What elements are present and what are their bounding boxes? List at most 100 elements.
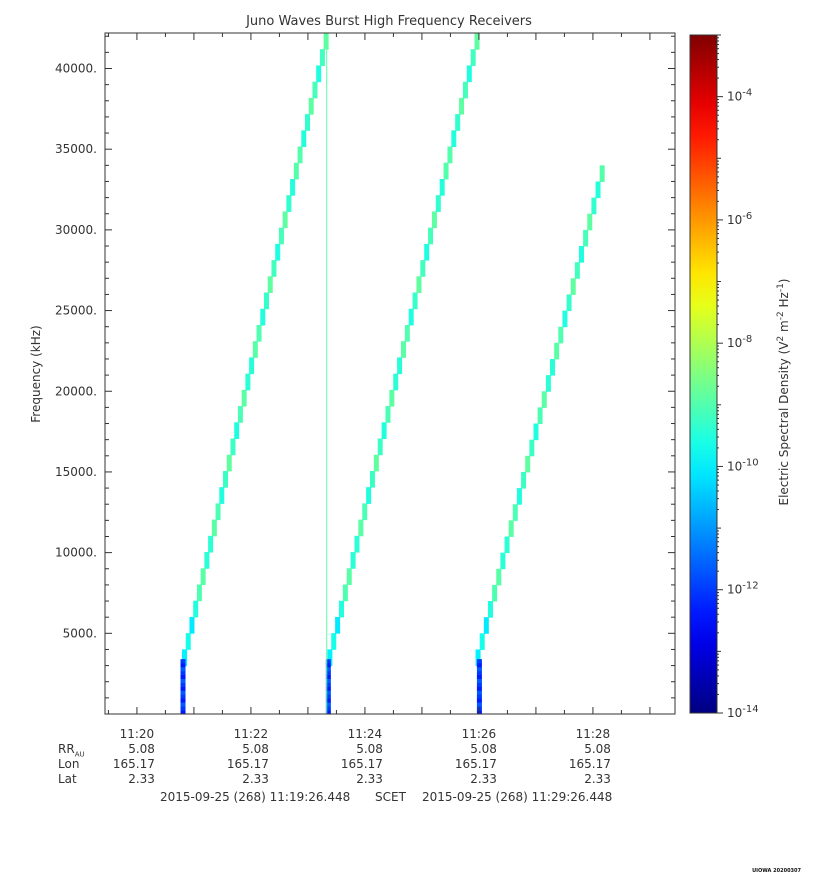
- sweep-step: [508, 520, 514, 537]
- sweep-step: [358, 519, 364, 537]
- sweep-step: [308, 97, 314, 115]
- burst-cell: [325, 710, 331, 715]
- sweep-step: [338, 600, 344, 618]
- low-freq-burst-1: [180, 659, 186, 715]
- colorbar-tick-label: 10-6: [727, 211, 752, 227]
- plot-frame: [104, 32, 676, 715]
- sweep-step: [451, 130, 457, 148]
- burst-cell: [325, 670, 331, 676]
- sweep-step: [182, 649, 188, 667]
- plot-area: [104, 32, 676, 715]
- sweep-3: [475, 165, 605, 667]
- burst-cell: [476, 694, 482, 699]
- burst-cell: [476, 663, 482, 668]
- x-tick-label: 11:20: [120, 727, 155, 741]
- sweep-step: [521, 471, 527, 489]
- sweep-step: [466, 65, 472, 83]
- sweep-step: [226, 454, 232, 472]
- sweep-step: [537, 407, 543, 425]
- sweep-step: [342, 584, 348, 602]
- sweep-step: [462, 81, 468, 99]
- y-tick-label: 35000.: [55, 142, 97, 156]
- sweep-step: [264, 292, 270, 310]
- uiowa-stamp: UIOWA 20200307: [752, 868, 801, 874]
- sweep-step: [200, 568, 206, 585]
- y-tick-label: 25000.: [55, 304, 97, 318]
- sweep-step: [420, 260, 426, 277]
- x-tick-label: 11:28: [576, 727, 611, 741]
- burst-cell: [180, 710, 186, 715]
- burst-cell: [476, 674, 482, 680]
- sweep-step: [529, 439, 535, 457]
- sweep-step: [512, 504, 518, 521]
- ephem-value: 165.17: [226, 757, 269, 771]
- sweep-step: [230, 438, 236, 456]
- sweep-step: [570, 278, 576, 295]
- sweep-step: [431, 211, 437, 229]
- burst-cell: [476, 702, 482, 707]
- sweep-step: [286, 195, 292, 212]
- sweep-step: [260, 308, 266, 326]
- sweep-step: [428, 227, 434, 245]
- low-freq-burst-3: [476, 659, 482, 715]
- colorbar-tick-label: 10-10: [727, 457, 759, 473]
- sweep-step: [271, 260, 277, 277]
- burst-cell: [325, 702, 331, 707]
- ephem-value: 165.17: [112, 757, 155, 771]
- y-axis: 5000. 10000. 15000. 20000. 25000. 30000. 35000…: [55, 35, 675, 699]
- sweep-step: [373, 454, 379, 472]
- burst-cell: [325, 686, 331, 691]
- footer-start-time: 2015-09-25 (268) 11:19:26.448: [160, 790, 351, 804]
- x-tick-label: 11:24: [348, 727, 383, 741]
- burst-cell: [325, 690, 331, 695]
- burst-cell: [180, 678, 186, 683]
- ephem-value: 5.08: [128, 742, 155, 756]
- ephem-value: 5.08: [356, 742, 383, 756]
- sweep-step: [275, 243, 281, 261]
- y-axis-label: Frequency (kHz): [29, 325, 43, 422]
- colorbar-tick-label: 10-8: [727, 334, 752, 350]
- x-tick-label: 11:26: [462, 727, 497, 741]
- sweep-step: [327, 649, 333, 667]
- sweep-step: [219, 487, 225, 504]
- sweep-step: [237, 406, 243, 423]
- sweep-step: [443, 162, 449, 180]
- sweep-step: [412, 292, 418, 310]
- sweep-step: [319, 49, 325, 66]
- sweep-step: [331, 633, 337, 650]
- sweep-step: [447, 146, 453, 164]
- sweep-step: [389, 389, 395, 407]
- sweep-step: [574, 262, 580, 279]
- sweep-step: [496, 568, 502, 586]
- sweep-step: [492, 584, 498, 602]
- burst-cell: [476, 670, 482, 676]
- y-tick-label: 20000.: [55, 384, 97, 398]
- sweep-step: [385, 406, 391, 423]
- burst-cell: [180, 666, 186, 672]
- sweep-step: [424, 243, 430, 261]
- sweep-step: [234, 422, 240, 440]
- y-tick-label: 15000.: [55, 465, 97, 479]
- low-freq-burst-2: [325, 659, 331, 715]
- sweep-step: [595, 181, 601, 199]
- x-axis: 11:20 11:22 11:24 11:26 11:28: [107, 33, 651, 741]
- chart-title: Juno Waves Burst High Frequency Receiver…: [245, 14, 532, 29]
- colorbar-tick-label: 10-4: [727, 88, 752, 104]
- sweep-step: [323, 33, 329, 50]
- plot-background: [105, 33, 675, 714]
- y-tick-label: 40000.: [55, 62, 97, 76]
- ephem-value: 2.33: [356, 772, 383, 786]
- ephem-value: 5.08: [470, 742, 497, 756]
- sweep-step: [583, 229, 589, 247]
- burst-cell: [325, 698, 331, 703]
- sweep-step: [241, 389, 247, 407]
- sweep-2: [327, 33, 480, 667]
- ephem-value: 2.33: [128, 772, 155, 786]
- sweep-step: [208, 535, 214, 553]
- sweep-step: [282, 211, 288, 229]
- sweep-step: [541, 391, 547, 408]
- colorbar-bar: [689, 34, 718, 714]
- ephem-value: 5.08: [584, 742, 611, 756]
- sweep-step: [316, 65, 322, 83]
- sweep-step: [193, 600, 199, 618]
